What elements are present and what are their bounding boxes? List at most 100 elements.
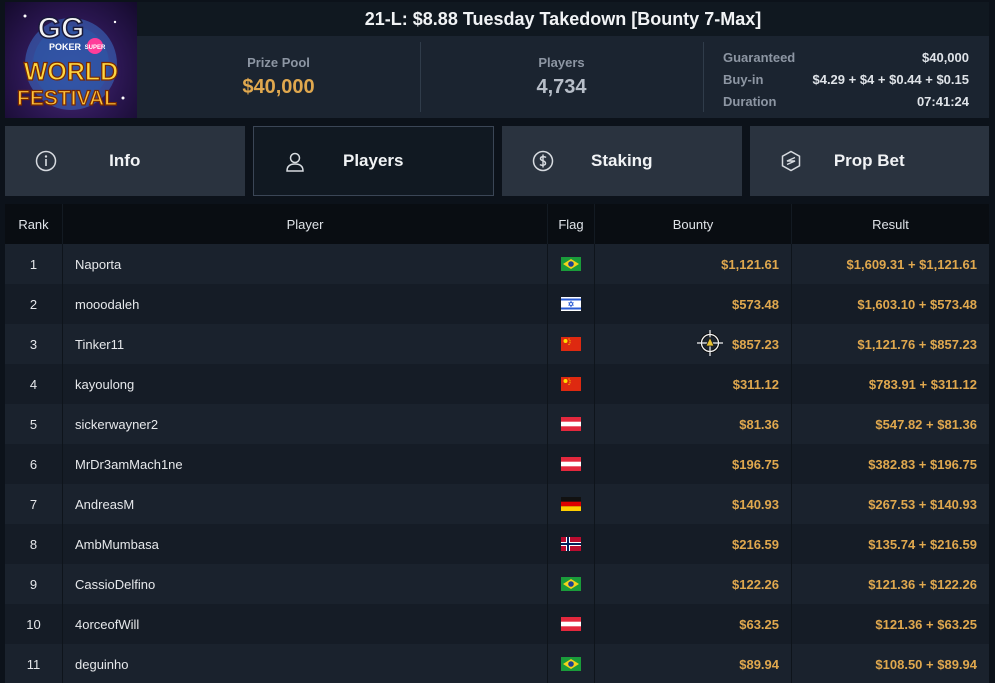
table-row[interactable]: 10 4orceofWill $63.25 $121.36 + $63.25 <box>5 604 989 644</box>
detail-label: Guaranteed <box>723 49 796 65</box>
flag-cell <box>547 484 595 524</box>
player-name-cell[interactable]: MrDr3amMach1ne <box>62 444 547 484</box>
table-row[interactable]: 5 sickerwayner2 $81.36 $547.82 + $81.36 <box>5 404 989 444</box>
result-cell: $135.74 + $216.59 <box>868 536 977 552</box>
players-stat: Players 4,734 <box>420 36 703 118</box>
result-cell: $547.82 + $81.36 <box>875 416 977 432</box>
rank-cell: 1 <box>29 256 38 272</box>
tab-label: Prop Bet <box>833 151 905 170</box>
player-name-cell[interactable]: sickerwayner2 <box>62 404 547 444</box>
table-row[interactable]: 9 CassioDelfino $122.26 $121.36 + $122.26 <box>5 564 989 604</box>
rank-cell: 8 <box>29 536 38 552</box>
flag-cell <box>547 524 595 564</box>
bounty-cell: $311.12 <box>595 364 792 404</box>
header-flag[interactable]: Flag <box>547 204 595 244</box>
flag-cell <box>547 364 595 404</box>
table-row[interactable]: 4 kayoulong $311.12 $783.91 + $311.12 <box>5 364 989 404</box>
flag-cell <box>547 244 595 284</box>
israel-flag-icon <box>561 297 581 311</box>
rank-cell: 9 <box>29 576 38 592</box>
austria-flag-icon <box>561 417 581 431</box>
rank-cell: 3 <box>29 336 38 352</box>
player-name-cell[interactable]: Naporta <box>62 244 547 284</box>
austria-flag-icon <box>561 457 581 471</box>
detail-value: $4.29 + $4 + $0.44 + $0.15 <box>812 71 969 87</box>
result-cell: $121.36 + $122.26 <box>868 576 977 592</box>
table-row[interactable]: 3 Tinker11 $857.23 $1,121.76 + $857.23 <box>5 324 989 364</box>
table-row[interactable]: 1 Naporta $1,121.61 $1,609.31 + $1,121.61 <box>5 244 989 284</box>
result-cell: $783.91 + $311.12 <box>868 376 977 392</box>
china-flag-icon <box>561 337 581 351</box>
tab-info[interactable]: Info <box>5 126 245 196</box>
rank-cell: 10 <box>26 616 41 632</box>
bounty-cell: $857.23 <box>595 324 792 364</box>
tournament-title: 21-L: $8.88 Tuesday Takedown [Bounty 7-M… <box>137 2 989 36</box>
tab-label: Staking <box>591 151 653 170</box>
staking-coin-icon <box>532 150 554 172</box>
table-row[interactable]: 6 MrDr3amMach1ne $196.75 $382.83 + $196.75 <box>5 444 989 484</box>
rank-cell: 5 <box>29 416 38 432</box>
player-name-cell[interactable]: Tinker11 <box>62 324 547 364</box>
gg-world-festival-logo: GG POKER SUPER WORLD FESTIVAL <box>5 2 137 118</box>
table-body: 1 Naporta $1,121.61 $1,609.31 + $1,121.61 2 m… <box>5 244 989 683</box>
table-row[interactable]: 11 deguinho $89.94 $108.50 + $89.94 <box>5 644 989 683</box>
players-table: Rank Player Flag Bounty Result 1 Naporta $… <box>5 204 989 683</box>
flag-cell <box>547 284 595 324</box>
table-row[interactable]: 2 mooodaleh $573.48 $1,603.10 + $573.48 <box>5 284 989 324</box>
players-value: 4,734 <box>536 76 587 98</box>
table-row[interactable]: 8 AmbMumbasa $216.59 $135.74 + $216.59 <box>5 524 989 564</box>
bounty-cell: $1,121.61 <box>595 244 792 284</box>
player-name-cell[interactable]: AmbMumbasa <box>62 524 547 564</box>
header-player[interactable]: Player <box>62 204 547 244</box>
rank-cell: 11 <box>26 656 41 672</box>
player-name-cell[interactable]: AndreasM <box>62 484 547 524</box>
bounty-cell: $196.75 <box>595 444 792 484</box>
result-cell: $267.53 + $140.93 <box>868 496 977 512</box>
bounty-cell: $63.25 <box>595 604 792 644</box>
flag-cell <box>547 444 595 484</box>
svg-text:FESTIVAL: FESTIVAL <box>17 87 117 110</box>
flag-cell <box>547 604 595 644</box>
tournament-stats-panel: Prize Pool $40,000 Players 4,734 Guarant… <box>137 36 989 118</box>
tab-staking[interactable]: Staking <box>502 126 742 196</box>
brazil-flag-icon <box>561 257 581 271</box>
svg-text:SUPER: SUPER <box>85 45 106 51</box>
players-label: Players <box>538 55 585 70</box>
brazil-flag-icon <box>561 657 581 671</box>
tab-prop-bet[interactable]: Prop Bet <box>749 126 989 196</box>
player-name-cell[interactable]: mooodaleh <box>62 284 547 324</box>
bounty-cell: $122.26 <box>595 564 792 604</box>
tournament-details: Guaranteed $40,000 Buy-in $4.29 + $4 + $… <box>703 36 989 118</box>
tab-players[interactable]: Players <box>252 126 494 196</box>
prop-bet-icon <box>781 150 800 172</box>
header-bounty[interactable]: Bounty <box>595 204 792 244</box>
header-rank[interactable]: Rank <box>18 216 49 232</box>
tournament-tabs: Info Players Staking Prop Bet <box>5 126 989 196</box>
flag-cell <box>547 324 595 364</box>
bounty-cell: $81.36 <box>595 404 792 444</box>
duration-row: Duration 07:41:24 <box>723 90 969 112</box>
table-row[interactable]: 7 AndreasM $140.93 $267.53 + $140.93 <box>5 484 989 524</box>
user-icon <box>285 152 304 172</box>
china-flag-icon <box>561 377 581 391</box>
result-cell: $382.83 + $196.75 <box>868 456 977 472</box>
result-cell: $1,121.76 + $857.23 <box>857 336 977 352</box>
germany-flag-icon <box>561 497 581 511</box>
player-name-cell[interactable]: 4orceofWill <box>62 604 547 644</box>
norway-flag-icon <box>561 537 581 551</box>
detail-label: Buy-in <box>723 71 764 87</box>
flag-cell <box>547 644 595 683</box>
guaranteed-row: Guaranteed $40,000 <box>723 46 969 68</box>
player-name-cell[interactable]: deguinho <box>62 644 547 683</box>
header-result[interactable]: Result <box>872 216 909 232</box>
player-name-cell[interactable]: kayoulong <box>62 364 547 404</box>
flag-cell <box>547 564 595 604</box>
player-name-cell[interactable]: CassioDelfino <box>62 564 547 604</box>
detail-label: Duration <box>723 93 777 109</box>
result-cell: $121.36 + $63.25 <box>875 616 977 632</box>
rank-cell: 2 <box>29 296 38 312</box>
brazil-flag-icon <box>561 577 581 591</box>
bounty-cell: $216.59 <box>595 524 792 564</box>
rank-cell: 7 <box>29 496 38 512</box>
prize-pool-label: Prize Pool <box>247 55 310 70</box>
